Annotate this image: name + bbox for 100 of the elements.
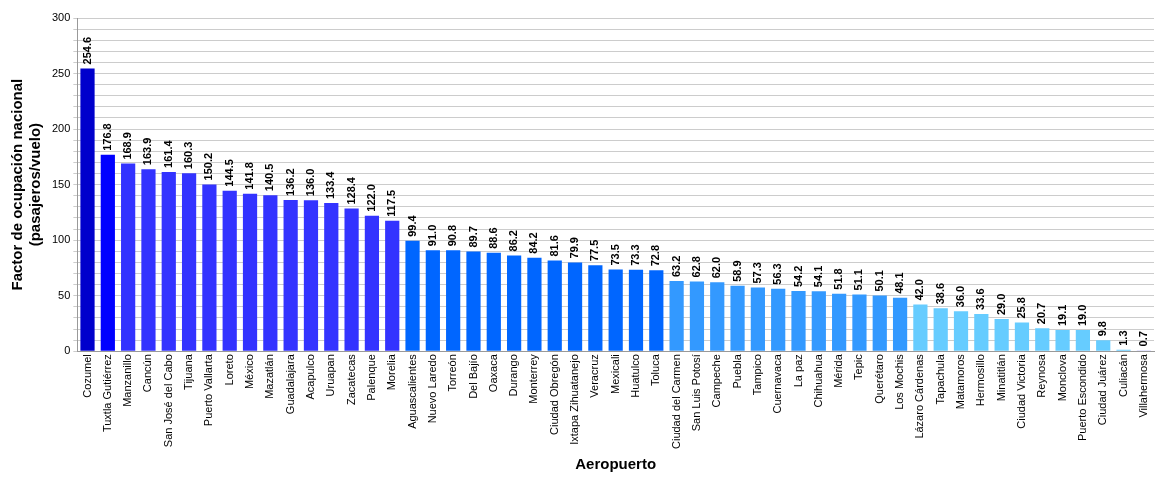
x-tick-label: Ixtapa Zihuatanejo bbox=[568, 354, 581, 445]
x-tick-label: Toluca bbox=[649, 353, 662, 387]
data-label: 79.9 bbox=[568, 237, 581, 259]
y-tick-label: 300 bbox=[51, 11, 71, 24]
x-tick-label: Cancún bbox=[141, 354, 154, 393]
x-tick-label: Ciudad del Carmen bbox=[669, 354, 682, 450]
data-label: 29.0 bbox=[994, 293, 1007, 316]
x-tick-label: Chihuahua bbox=[811, 353, 824, 408]
data-label: 133.4 bbox=[324, 170, 337, 200]
bar bbox=[974, 313, 989, 351]
data-label: 144.5 bbox=[222, 159, 235, 187]
bar bbox=[547, 260, 562, 351]
y-tick-label: 0 bbox=[64, 344, 71, 357]
x-tick-label: Hermosillo bbox=[974, 354, 987, 407]
x-tick-label: Matamoros bbox=[954, 353, 967, 410]
y-tick-label: 200 bbox=[51, 122, 71, 135]
bar bbox=[832, 293, 847, 351]
x-tick-label: Tapachula bbox=[933, 353, 946, 405]
x-tick-label: San Luis Potosí bbox=[689, 354, 702, 432]
data-label: 50.1 bbox=[872, 270, 885, 292]
x-tick-label: Reynosa bbox=[1035, 353, 1048, 398]
data-label: 81.6 bbox=[547, 235, 560, 257]
bar bbox=[100, 154, 115, 351]
data-label: 63.2 bbox=[669, 255, 682, 278]
x-tick-label: México bbox=[243, 354, 256, 390]
data-label: 140.5 bbox=[263, 163, 276, 192]
x-tick-label: Monclova bbox=[1055, 353, 1068, 402]
data-label: 88.6 bbox=[486, 227, 499, 249]
x-tick-label: Minatitlán bbox=[994, 354, 1007, 402]
x-tick-label: Cozumel bbox=[80, 354, 93, 398]
data-label: 161.4 bbox=[161, 139, 174, 168]
data-label: 0.7 bbox=[1136, 331, 1149, 347]
data-label: 36.0 bbox=[954, 285, 967, 308]
bar bbox=[507, 255, 522, 351]
data-label: 33.6 bbox=[974, 288, 987, 310]
data-label: 19.1 bbox=[1055, 304, 1068, 327]
x-tick-label: Zacatecas bbox=[344, 353, 357, 405]
data-label: 57.3 bbox=[750, 262, 763, 284]
x-tick-label: Loreto bbox=[222, 354, 235, 386]
bar bbox=[1055, 330, 1070, 351]
data-label: 54.1 bbox=[811, 265, 824, 288]
y-tick-label: 100 bbox=[51, 233, 71, 246]
x-tick-label: Veracruz bbox=[588, 354, 601, 398]
x-tick-label: Cuernavaca bbox=[771, 353, 784, 414]
x-tick-label: Ciudad Victoria bbox=[1014, 353, 1027, 429]
bar bbox=[181, 173, 197, 351]
data-label: 84.2 bbox=[527, 232, 540, 254]
data-label: 9.8 bbox=[1096, 321, 1109, 337]
data-label: 42.0 bbox=[913, 279, 926, 301]
bar bbox=[669, 281, 684, 351]
data-label: 56.3 bbox=[771, 263, 784, 285]
x-tick-label: Morelia bbox=[385, 353, 398, 391]
bar bbox=[892, 297, 908, 351]
x-tick-label: Mazatlán bbox=[263, 354, 276, 399]
bar bbox=[80, 68, 95, 351]
data-label: 48.1 bbox=[893, 272, 906, 294]
x-tick-label: Uruapan bbox=[324, 354, 337, 397]
bar bbox=[811, 291, 826, 351]
data-label: 136.2 bbox=[283, 168, 296, 196]
data-label: 150.2 bbox=[202, 152, 215, 181]
bar bbox=[161, 171, 176, 351]
bar bbox=[242, 193, 258, 351]
data-label: 89.7 bbox=[466, 226, 479, 248]
bar bbox=[527, 257, 542, 351]
x-tick-label: Torreón bbox=[446, 354, 459, 392]
data-label: 86.2 bbox=[507, 230, 520, 252]
data-label: 62.0 bbox=[710, 256, 723, 279]
bar bbox=[324, 203, 339, 351]
bar bbox=[628, 269, 644, 351]
bar bbox=[933, 308, 948, 351]
bar bbox=[263, 195, 278, 351]
data-label: 1.3 bbox=[1116, 330, 1129, 346]
x-tick-label: Monterrey bbox=[527, 353, 540, 404]
x-tick-label: Durango bbox=[507, 354, 520, 397]
x-tick-label: Lázaro Cárdenas bbox=[913, 353, 926, 439]
data-label: 54.2 bbox=[791, 265, 804, 288]
bar bbox=[872, 295, 887, 351]
data-label: 62.8 bbox=[689, 256, 702, 278]
data-label: 163.9 bbox=[141, 137, 154, 166]
bar bbox=[710, 282, 725, 351]
data-label: 168.9 bbox=[121, 132, 134, 160]
bar bbox=[1014, 322, 1030, 351]
data-label: 160.3 bbox=[182, 141, 195, 170]
data-label: 73.3 bbox=[629, 244, 642, 266]
x-tick-label: Acapulco bbox=[304, 354, 316, 400]
bar bbox=[689, 281, 705, 351]
bar bbox=[852, 294, 867, 351]
data-label: 128.4 bbox=[344, 176, 357, 205]
bar bbox=[486, 252, 501, 351]
bar bbox=[1096, 340, 1111, 351]
bar bbox=[121, 163, 136, 351]
bar bbox=[222, 190, 237, 351]
x-tick-label: Tuxtla Gutiérrez bbox=[100, 354, 113, 433]
x-tick-label: Villahermosa bbox=[1136, 353, 1149, 418]
data-label: 91.0 bbox=[425, 224, 438, 247]
data-label: 51.8 bbox=[832, 268, 845, 290]
data-label: 117.5 bbox=[385, 189, 398, 217]
bar bbox=[141, 169, 156, 351]
x-tick-label: Nuevo Laredo bbox=[425, 354, 438, 424]
x-tick-label: Mérida bbox=[832, 353, 845, 388]
